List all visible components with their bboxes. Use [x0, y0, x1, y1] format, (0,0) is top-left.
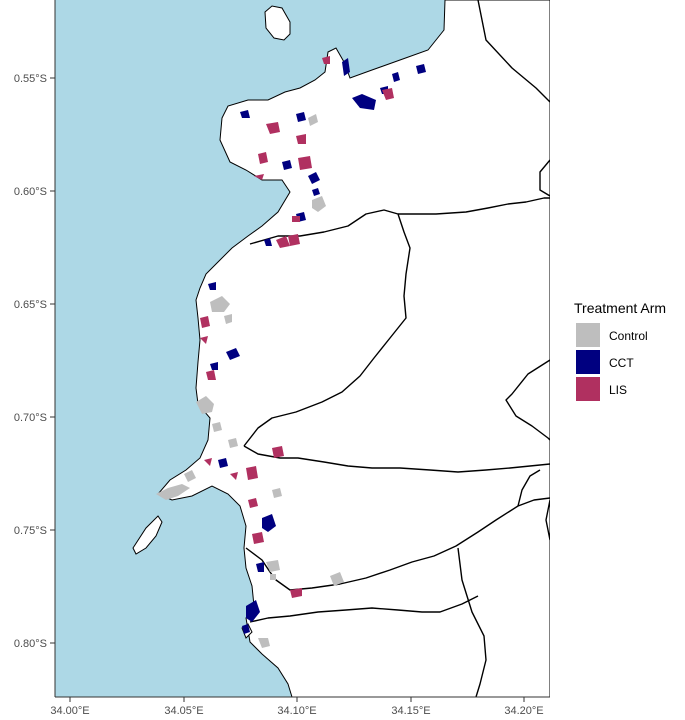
cluster-control	[258, 638, 270, 648]
cluster-lis	[290, 588, 302, 598]
cluster-cct	[308, 172, 320, 184]
legend-key-control	[576, 323, 600, 347]
legend-label-cct: CCT	[609, 356, 634, 370]
legend-title: Treatment Arm	[574, 300, 666, 316]
cluster-control	[228, 438, 238, 448]
boundary-district-2	[243, 445, 550, 473]
x-axis: 34.00°E 34.05°E 34.10°E 34.15°E 34.20°E	[50, 697, 544, 717]
boundary-south	[249, 595, 479, 623]
cluster-cct	[296, 112, 306, 122]
cluster-lis	[266, 122, 280, 134]
y-axis: 0.55°S 0.60°S 0.65°S 0.70°S 0.75°S 0.80°…	[14, 73, 55, 650]
boundary-district-1	[243, 209, 411, 447]
cluster-control	[272, 488, 282, 498]
y-tick-label: 0.55°S	[14, 73, 47, 85]
legend-label-lis: LIS	[609, 383, 627, 397]
cluster-cct	[342, 58, 350, 76]
cluster-cct	[256, 562, 264, 572]
cluster-lis	[382, 88, 394, 100]
mainland	[157, 0, 550, 697]
legend-key-cct	[576, 350, 600, 374]
island-north	[264, 5, 291, 41]
legend: Treatment Arm Control CCT LIS	[574, 300, 666, 401]
cluster-lis	[200, 336, 208, 344]
cluster-cct	[392, 72, 400, 82]
cluster-control	[308, 114, 318, 126]
cluster-control	[196, 396, 214, 414]
cluster-cct	[226, 348, 240, 360]
x-tick-label: 34.10°E	[277, 705, 316, 717]
x-tick-label: 34.15°E	[391, 705, 430, 717]
cluster-lis	[322, 56, 330, 64]
cluster-cct	[262, 514, 276, 532]
cluster-lis	[298, 156, 312, 170]
boundary-north-east	[477, 0, 550, 103]
x-tick-label: 34.00°E	[50, 705, 89, 717]
x-tick-label: 34.05°E	[164, 705, 203, 717]
cluster-lis	[230, 472, 238, 480]
boundary-east-low	[517, 469, 541, 507]
cluster-control	[212, 422, 222, 432]
cluster-lis	[258, 152, 268, 164]
cluster-control	[330, 572, 344, 586]
y-tick-label: 0.65°S	[14, 299, 47, 311]
cluster-lis	[292, 216, 300, 222]
cluster-cct	[240, 110, 250, 118]
y-tick-label: 0.60°S	[14, 186, 47, 198]
cluster-lis	[204, 458, 212, 466]
cluster-cct	[416, 64, 426, 74]
boundary-central-east	[398, 197, 550, 215]
cluster-cct	[210, 362, 218, 370]
clusters-control	[156, 114, 344, 648]
cluster-lis	[288, 234, 300, 246]
cluster-lis	[296, 134, 306, 144]
boundary-east-upper	[539, 159, 550, 197]
island-west	[132, 515, 163, 555]
y-tick-label: 0.70°S	[14, 412, 47, 424]
cluster-lis	[254, 174, 264, 180]
y-tick-label: 0.80°S	[14, 638, 47, 650]
cluster-lis	[276, 236, 290, 248]
cluster-control	[156, 484, 190, 500]
cluster-lis	[246, 466, 258, 480]
cluster-cct	[352, 94, 376, 110]
legend-key-lis	[576, 377, 600, 401]
clusters-cct	[208, 58, 426, 634]
x-tick-label: 34.20°E	[504, 705, 543, 717]
cluster-cct	[282, 160, 292, 170]
y-tick-label: 0.75°S	[14, 525, 47, 537]
cluster-cct	[312, 188, 320, 196]
cluster-control	[312, 196, 326, 212]
cluster-control	[210, 296, 230, 312]
cluster-lis	[248, 498, 258, 508]
boundary-east-lower	[545, 499, 550, 541]
cluster-control	[224, 314, 232, 324]
cluster-control	[266, 560, 280, 572]
legend-label-control: Control	[609, 329, 648, 343]
cluster-cct	[218, 458, 228, 468]
cluster-lis	[206, 370, 216, 380]
cluster-cct	[246, 600, 260, 622]
clusters-lis	[200, 56, 394, 598]
cluster-cct	[264, 238, 272, 246]
boundary-east-mid	[505, 359, 550, 441]
cluster-lis	[252, 532, 264, 544]
cluster-control	[184, 470, 196, 482]
boundary-south-east	[457, 547, 487, 697]
cluster-cct	[242, 624, 250, 634]
cluster-cct	[208, 282, 216, 290]
cluster-lis	[200, 316, 210, 328]
cluster-lis	[272, 446, 284, 458]
cluster-control	[270, 574, 276, 580]
